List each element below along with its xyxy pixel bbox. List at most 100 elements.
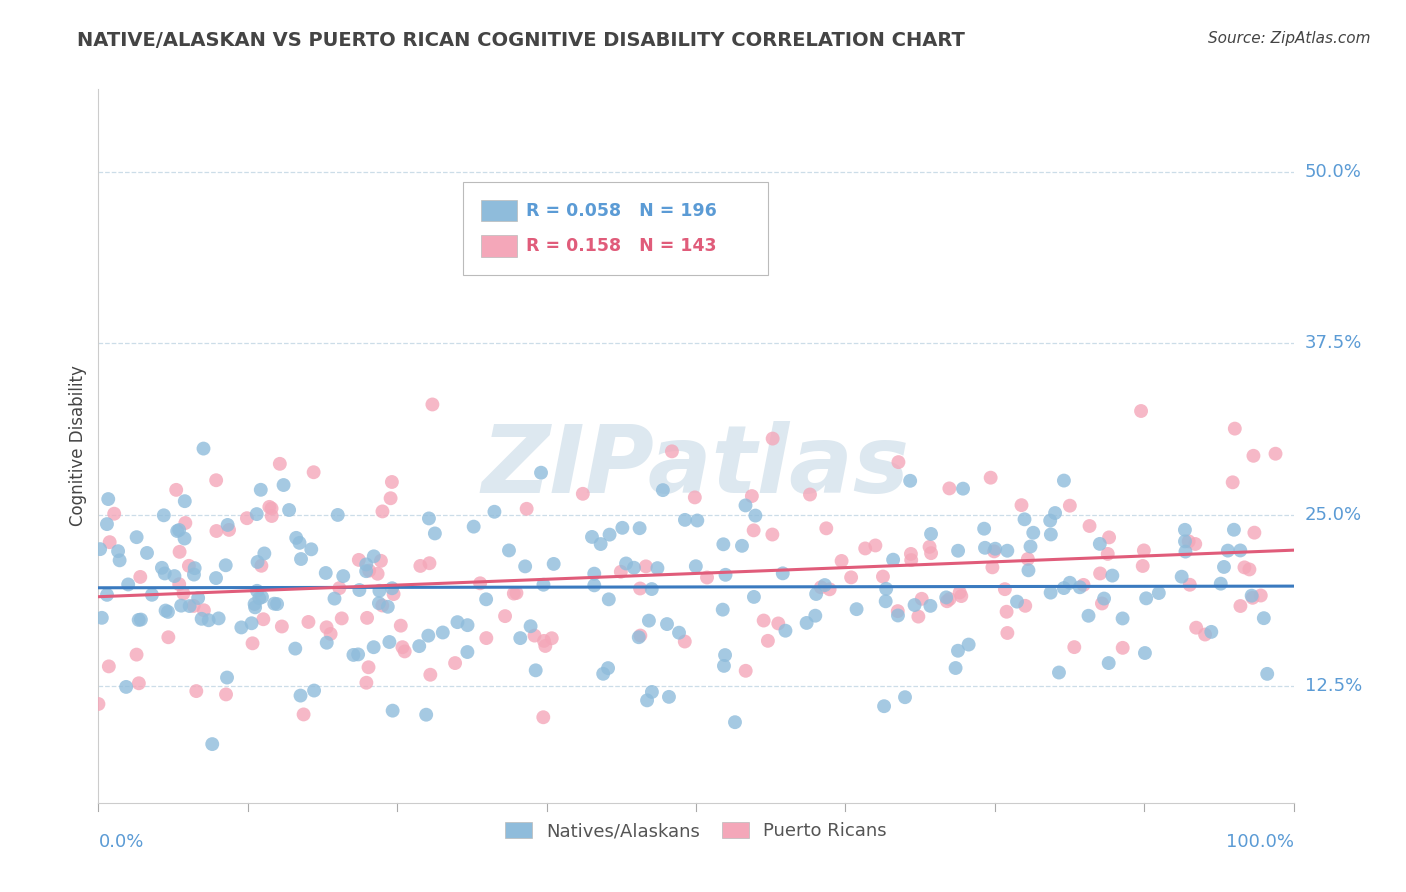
Point: [278, 503, 301, 517]
Point: [415, 707, 437, 722]
Point: [347, 648, 370, 662]
Point: [920, 546, 942, 560]
Point: [288, 536, 311, 550]
Point: [742, 590, 765, 604]
Point: [87, 697, 110, 711]
Point: [172, 586, 194, 600]
Point: [302, 465, 325, 479]
Point: [1053, 581, 1076, 595]
Point: [1043, 506, 1066, 520]
Point: [945, 661, 967, 675]
Point: [516, 501, 538, 516]
Point: [995, 626, 1018, 640]
Point: [984, 541, 1007, 556]
Point: [1005, 594, 1028, 608]
Point: [1073, 578, 1095, 592]
Point: [243, 600, 266, 615]
Point: [128, 613, 150, 627]
Point: [475, 592, 498, 607]
Point: [107, 544, 129, 558]
Point: [378, 635, 401, 649]
Point: [711, 602, 734, 616]
Point: [1240, 589, 1263, 603]
Point: [1133, 543, 1156, 558]
Point: [418, 629, 440, 643]
Point: [533, 578, 555, 592]
Point: [980, 471, 1002, 485]
Point: [957, 638, 980, 652]
Point: [183, 561, 205, 575]
Point: [502, 586, 524, 600]
Point: [215, 687, 238, 701]
Point: [89, 542, 111, 557]
Point: [96, 517, 118, 532]
Point: [903, 598, 925, 612]
Point: [1133, 646, 1156, 660]
Point: [761, 527, 783, 541]
Point: [347, 553, 370, 567]
Point: [673, 513, 696, 527]
Point: [1170, 570, 1192, 584]
Point: [898, 474, 921, 488]
Point: [169, 545, 191, 559]
Text: R = 0.058   N = 196: R = 0.058 N = 196: [526, 202, 717, 219]
Point: [1063, 640, 1085, 654]
Point: [260, 501, 283, 516]
Point: [810, 580, 832, 594]
Point: [1194, 627, 1216, 641]
Point: [240, 616, 263, 631]
Point: [752, 614, 775, 628]
Point: [936, 594, 959, 608]
Point: [950, 589, 973, 603]
Point: [583, 566, 606, 581]
Point: [505, 586, 527, 600]
Point: [1241, 591, 1264, 605]
Point: [515, 559, 537, 574]
Point: [292, 707, 315, 722]
Point: [371, 599, 394, 613]
Text: NATIVE/ALASKAN VS PUERTO RICAN COGNITIVE DISABILITY CORRELATION CHART: NATIVE/ALASKAN VS PUERTO RICAN COGNITIVE…: [77, 31, 965, 50]
Point: [432, 625, 454, 640]
Point: [356, 675, 378, 690]
Point: [115, 680, 138, 694]
Point: [1229, 599, 1251, 613]
Point: [762, 432, 785, 446]
Point: [1174, 534, 1197, 549]
Point: [623, 560, 645, 574]
Point: [90, 611, 112, 625]
Point: [179, 599, 201, 613]
Point: [949, 585, 972, 599]
FancyBboxPatch shape: [463, 182, 768, 275]
Point: [920, 599, 942, 613]
Point: [418, 511, 440, 525]
Point: [363, 640, 385, 655]
Point: [285, 531, 308, 545]
Point: [1088, 537, 1111, 551]
Point: [540, 632, 562, 646]
Point: [1250, 589, 1272, 603]
Bar: [481, 200, 517, 221]
Point: [215, 558, 238, 573]
Point: [177, 558, 200, 573]
Point: [831, 554, 853, 568]
Point: [165, 483, 187, 497]
Point: [319, 627, 342, 641]
Point: [724, 715, 747, 730]
Text: Source: ZipAtlas.com: Source: ZipAtlas.com: [1208, 31, 1371, 46]
Point: [1053, 474, 1076, 488]
Point: [1077, 608, 1099, 623]
Point: [1078, 519, 1101, 533]
Point: [357, 660, 380, 674]
Point: [128, 676, 150, 690]
Point: [129, 613, 152, 627]
Point: [1253, 611, 1275, 625]
Point: [419, 667, 441, 681]
Point: [129, 570, 152, 584]
Point: [772, 566, 794, 581]
Point: [742, 524, 765, 538]
Point: [974, 541, 997, 555]
Point: [187, 591, 209, 605]
Point: [1233, 560, 1256, 574]
Point: [845, 602, 868, 616]
Point: [1184, 537, 1206, 551]
